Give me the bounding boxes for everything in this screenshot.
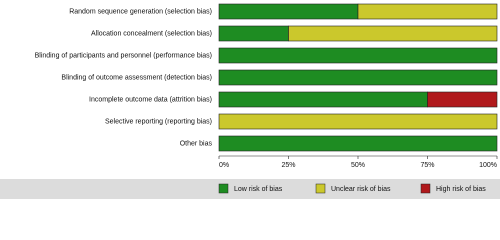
category-label: Random sequence generation (selection bi…	[69, 8, 212, 15]
bar-segment	[427, 91, 498, 108]
category-label: Blinding of outcome assessment (detectio…	[61, 74, 212, 81]
x-tick-label: 50%	[351, 162, 365, 169]
bar-segment	[357, 3, 498, 20]
bar-segment	[218, 3, 359, 20]
legend-swatch	[420, 183, 431, 194]
bar-segment	[218, 69, 498, 86]
bar-segment	[218, 113, 498, 130]
x-tick-label: 75%	[420, 162, 434, 169]
x-tick-label: 100%	[479, 162, 497, 169]
category-label: Incomplete outcome data (attrition bias)	[89, 96, 212, 103]
chart: Random sequence generation (selection bi…	[0, 3, 500, 199]
category-label: Allocation concealment (selection bias)	[91, 30, 212, 37]
x-tick-label: 25%	[281, 162, 295, 169]
bar-segment	[288, 25, 498, 42]
legend-label: Unclear risk of bias	[331, 186, 391, 193]
bar-segment	[218, 135, 498, 152]
category-label: Other bias	[180, 140, 213, 147]
category-label: Selective reporting (reporting bias)	[105, 118, 212, 125]
bar-segment	[218, 25, 289, 42]
legend-swatch	[218, 183, 229, 194]
x-tick-label: 0%	[219, 162, 229, 169]
bar-segment	[218, 91, 428, 108]
legend-label: Low risk of bias	[234, 186, 283, 193]
bar-segment	[218, 47, 498, 64]
legend-swatch	[315, 183, 326, 194]
category-label: Blinding of participants and personnel (…	[35, 52, 212, 59]
legend-label: High risk of bias	[436, 186, 486, 193]
legend-band	[0, 179, 500, 199]
